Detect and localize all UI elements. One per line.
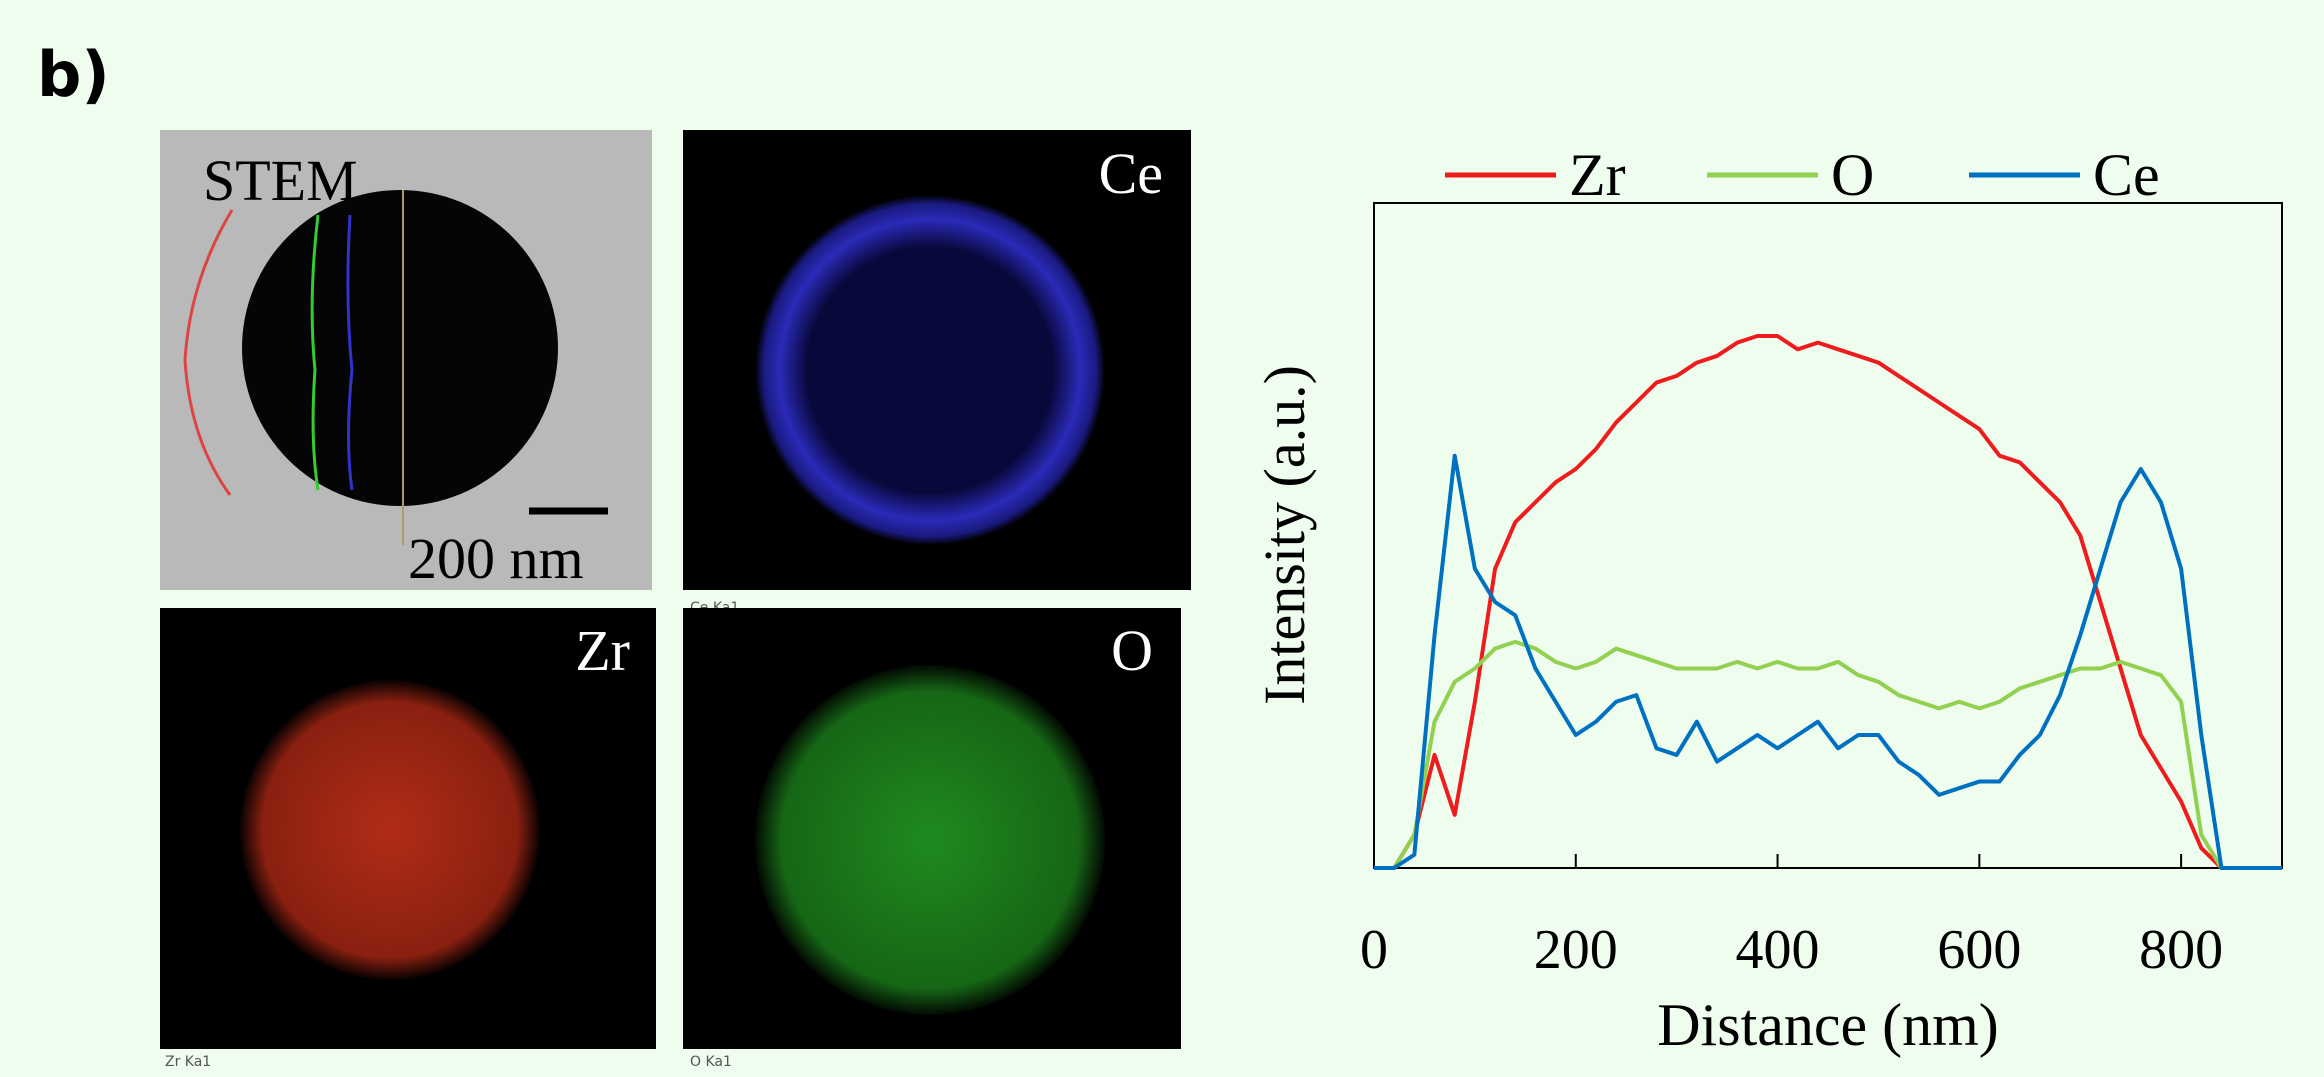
- legend-label: O: [1831, 142, 1874, 208]
- o-map: O O Ka1: [683, 608, 1181, 1070]
- image-label: O: [1111, 618, 1153, 683]
- stem-image: STEM 200 nm: [160, 130, 652, 591]
- image-caption: Zr Ka1: [165, 1054, 211, 1070]
- data-line: [1374, 334, 2282, 870]
- image-label: Zr: [575, 618, 630, 683]
- legend-label: Ce: [2093, 142, 2160, 208]
- legend-label: Zr: [1569, 142, 1626, 208]
- plot-frame: [1373, 202, 2283, 869]
- x-tick-label: 600: [1937, 919, 2021, 981]
- x-tick-label: 400: [1736, 919, 1820, 981]
- scale-bar-label: 200 nm: [408, 526, 584, 591]
- ce-map: Ce Ce Ka1: [683, 130, 1191, 616]
- image-label: Ce: [1099, 141, 1163, 206]
- image-label: STEM: [203, 148, 358, 213]
- x-axis-title: Distance (nm): [1657, 992, 1999, 1058]
- data-line: [1374, 639, 2282, 870]
- x-tick-label: 800: [2139, 919, 2223, 981]
- zr-map: Zr Zr Ka1: [160, 608, 656, 1070]
- image-caption: O Ka1: [690, 1054, 732, 1070]
- data-line: [1374, 453, 2282, 870]
- x-tick-label: 200: [1534, 919, 1618, 981]
- panel-label: b): [37, 38, 110, 111]
- y-axis-title: Intensity (a.u.): [1252, 365, 1317, 705]
- x-tick-label: 0: [1360, 919, 1388, 981]
